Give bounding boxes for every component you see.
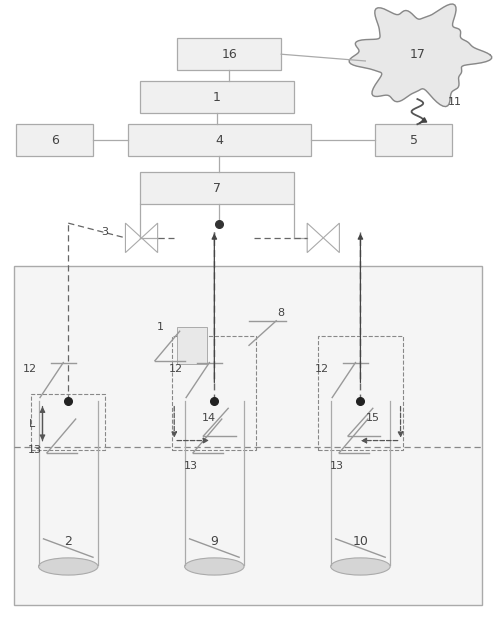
Text: 7: 7 bbox=[213, 181, 221, 194]
Text: 3: 3 bbox=[101, 226, 108, 237]
Ellipse shape bbox=[185, 558, 244, 575]
Text: 2: 2 bbox=[64, 536, 72, 549]
Text: L: L bbox=[28, 419, 35, 429]
FancyBboxPatch shape bbox=[14, 265, 482, 605]
Text: 4: 4 bbox=[215, 134, 223, 147]
Text: 12: 12 bbox=[169, 363, 183, 374]
FancyBboxPatch shape bbox=[140, 81, 293, 113]
Text: 6: 6 bbox=[51, 134, 59, 147]
Text: 16: 16 bbox=[221, 48, 237, 60]
Text: 11: 11 bbox=[448, 97, 462, 107]
FancyBboxPatch shape bbox=[177, 38, 281, 70]
Polygon shape bbox=[349, 4, 492, 107]
Text: 13: 13 bbox=[184, 462, 198, 471]
Text: 12: 12 bbox=[315, 363, 329, 374]
FancyBboxPatch shape bbox=[140, 172, 293, 204]
FancyBboxPatch shape bbox=[177, 327, 207, 364]
Text: 13: 13 bbox=[27, 445, 41, 455]
FancyBboxPatch shape bbox=[16, 124, 93, 156]
Ellipse shape bbox=[38, 558, 98, 575]
Text: 1: 1 bbox=[156, 322, 163, 332]
Text: 1: 1 bbox=[213, 91, 221, 104]
Text: 12: 12 bbox=[23, 363, 37, 374]
Text: 10: 10 bbox=[353, 536, 369, 549]
Text: 5: 5 bbox=[410, 134, 418, 147]
FancyBboxPatch shape bbox=[127, 124, 311, 156]
Text: 15: 15 bbox=[366, 413, 380, 423]
Ellipse shape bbox=[331, 558, 390, 575]
Text: 9: 9 bbox=[210, 536, 218, 549]
Text: 13: 13 bbox=[330, 462, 344, 471]
Text: 8: 8 bbox=[277, 308, 285, 318]
Text: 14: 14 bbox=[202, 413, 217, 423]
Text: 17: 17 bbox=[409, 48, 425, 61]
FancyBboxPatch shape bbox=[375, 124, 452, 156]
